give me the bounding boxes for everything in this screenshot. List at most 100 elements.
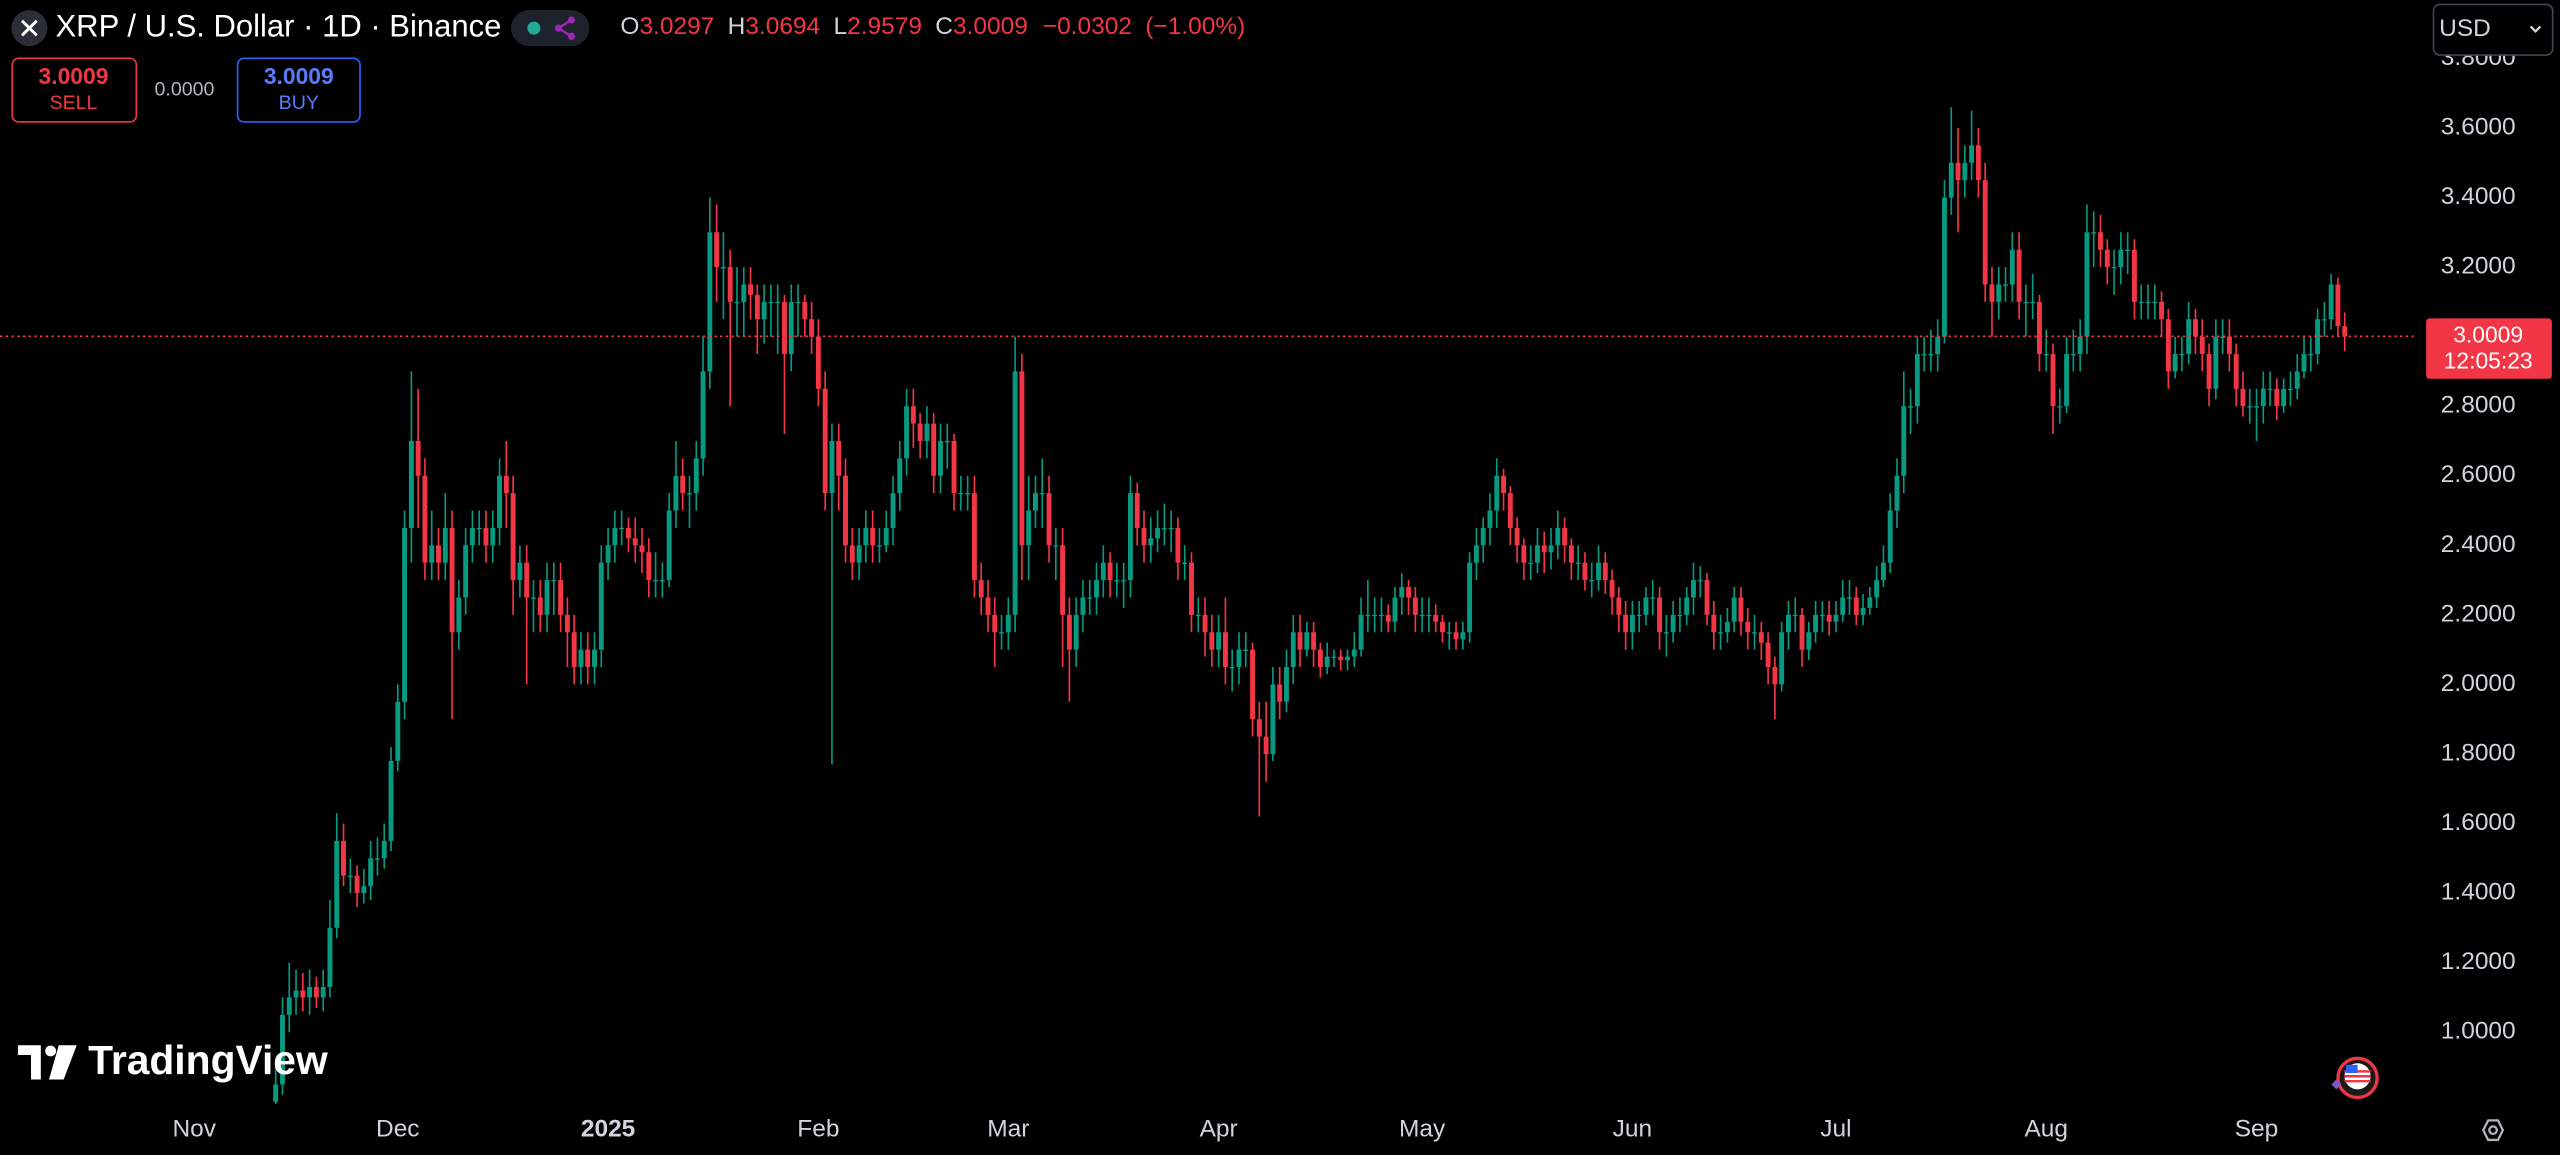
candle-body <box>707 232 713 372</box>
candle-body <box>1134 493 1140 528</box>
candle-body <box>2003 284 2008 286</box>
candle-body <box>2247 406 2253 408</box>
candle-body <box>1609 580 1615 598</box>
candle-body <box>1833 614 1839 622</box>
candle-body <box>2084 232 2090 337</box>
candle-body <box>870 527 876 546</box>
candle-body <box>1202 614 1208 633</box>
x-tick-label: Mar <box>987 1116 1029 1143</box>
candle-body <box>1039 493 1045 495</box>
candle-body <box>334 840 340 928</box>
candle-body <box>1317 649 1323 668</box>
candle-body <box>1460 632 1466 640</box>
candle-body <box>1263 736 1269 754</box>
candle-body <box>1765 642 1771 668</box>
candle-body <box>2145 301 2151 304</box>
candle-body <box>1229 667 1235 669</box>
brand-name: TradingView <box>88 1037 328 1083</box>
candle-body <box>2098 232 2103 250</box>
candle-body <box>1195 614 1201 617</box>
candle-body <box>1012 371 1018 615</box>
candle-body <box>442 527 448 563</box>
x-tick-label: Apr <box>1200 1116 1238 1143</box>
sell-label: SELL <box>50 92 98 114</box>
candle-body <box>1521 545 1527 563</box>
candle-body <box>612 527 618 546</box>
candle-body <box>1345 656 1350 661</box>
y-tick-label: 1.0000 <box>2441 1018 2516 1045</box>
candle-body <box>849 545 855 563</box>
candle-body <box>544 580 550 615</box>
candle-body <box>2294 371 2300 389</box>
buy-button[interactable]: 3.0009 BUY <box>236 57 361 123</box>
candle-body <box>1975 145 1981 181</box>
candle-body <box>1704 580 1710 615</box>
candle-body <box>1216 632 1222 650</box>
candle-body <box>2111 267 2117 269</box>
candle-body <box>2342 326 2348 337</box>
candle-body <box>2301 354 2307 372</box>
candle-body <box>503 475 509 494</box>
candle-body <box>1969 145 1975 163</box>
candle-body <box>2267 388 2273 391</box>
candle-body <box>1222 632 1228 668</box>
brand-logo: TradingView <box>17 1037 328 1083</box>
candle-body <box>917 423 923 441</box>
x-tick-label: Nov <box>173 1116 217 1143</box>
candle-body <box>1697 580 1703 582</box>
candle-body <box>2172 354 2178 372</box>
candle-body <box>1358 614 1364 650</box>
candle-body <box>802 301 808 320</box>
candle-body <box>1691 580 1696 598</box>
candle-body <box>2335 284 2341 327</box>
flag-badge[interactable] <box>2331 1056 2379 1100</box>
candle-body <box>727 267 733 302</box>
candle-body <box>1887 510 1893 563</box>
candle-body <box>2050 354 2056 407</box>
candle-body <box>1752 632 1757 634</box>
candle-body <box>1962 162 1968 181</box>
candle-body <box>1100 562 1106 581</box>
status-pill <box>511 10 590 47</box>
y-tick-label: 2.0000 <box>2441 670 2516 697</box>
candles <box>0 107 2417 1105</box>
candle-body <box>1989 284 1995 302</box>
candle-body <box>992 614 998 633</box>
ohlc-label: O <box>620 14 639 41</box>
candle-body <box>910 406 916 424</box>
candle-body <box>1284 667 1289 702</box>
sell-button[interactable]: 3.0009 SELL <box>11 57 138 123</box>
currency-dropdown[interactable]: USD <box>2432 3 2554 56</box>
candle-body <box>1453 632 1459 640</box>
candle-body <box>958 493 964 495</box>
settings-button[interactable] <box>2481 1119 2505 1142</box>
candle-body <box>1758 632 1764 643</box>
candle-body <box>1847 597 1852 599</box>
candle-body <box>1046 493 1052 546</box>
countdown: 12:05:23 <box>2444 347 2533 373</box>
symbol-title: XRP / U.S. Dollar · 1D · Binance <box>56 8 502 43</box>
candle-body <box>2281 388 2287 407</box>
close-button[interactable] <box>11 10 48 47</box>
candle-body <box>1860 607 1866 615</box>
candle-body <box>1684 597 1690 615</box>
candle-body <box>1928 354 1934 356</box>
candle-body <box>1623 614 1629 633</box>
candle-body <box>693 458 699 494</box>
candle-body <box>1087 597 1093 599</box>
candle-body <box>1921 354 1927 356</box>
candle-body <box>795 301 801 304</box>
x-tick-label: Sep <box>2235 1116 2279 1143</box>
y-tick-label: 1.8000 <box>2441 739 2516 766</box>
candle-body <box>2321 319 2327 321</box>
candle-body <box>327 927 333 987</box>
candle-body <box>1270 684 1276 754</box>
candle-body <box>741 284 747 302</box>
candle-body <box>1514 527 1520 546</box>
candle-body <box>856 545 862 563</box>
candle-body <box>449 527 455 633</box>
candle-body <box>537 597 543 615</box>
sell-price: 3.0009 <box>39 63 109 89</box>
candle-body <box>1026 510 1032 546</box>
candle-body <box>971 493 977 581</box>
